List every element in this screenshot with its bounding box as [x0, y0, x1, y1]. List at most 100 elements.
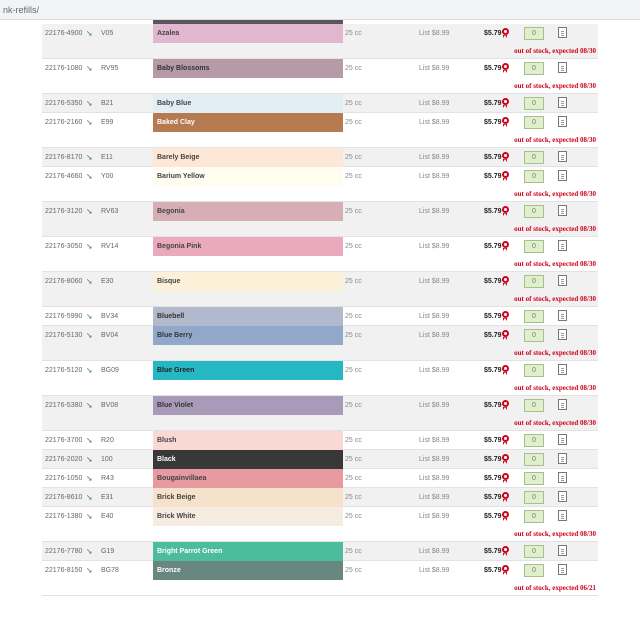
color-swatch-name: Blush: [153, 431, 343, 450]
details-document-icon[interactable]: [558, 151, 567, 162]
quantity-input[interactable]: 0: [524, 205, 544, 218]
add-to-list-icon[interactable]: ➘: [86, 118, 93, 127]
add-to-list-icon[interactable]: ➘: [86, 547, 93, 556]
add-to-list-icon[interactable]: ➘: [86, 512, 93, 521]
details-document-icon[interactable]: [558, 275, 567, 286]
quantity-input[interactable]: 0: [524, 62, 544, 75]
add-to-list-icon[interactable]: ➘: [86, 493, 93, 502]
quantity-input[interactable]: 0: [524, 170, 544, 183]
size-text: 25 cc: [345, 332, 362, 339]
quantity-input[interactable]: 0: [524, 97, 544, 110]
quantity-input[interactable]: 0: [524, 275, 544, 288]
details-document-icon[interactable]: [558, 453, 567, 464]
color-swatch-name: Blue Violet: [153, 396, 343, 415]
size-text: 25 cc: [345, 278, 362, 285]
size-text: 25 cc: [345, 100, 362, 107]
color-swatch-name: Barely Beige: [153, 148, 343, 167]
details-document-icon[interactable]: [558, 97, 567, 108]
sku-text: 22176-5350: [45, 100, 83, 107]
product-row: 22176-1050 ➘ R43 Bougainvillaea 25 cc List $8…: [42, 469, 598, 488]
size-text: 25 cc: [345, 475, 362, 482]
add-to-list-icon[interactable]: ➘: [86, 312, 93, 321]
add-to-list-icon[interactable]: ➘: [86, 64, 93, 73]
list-price-text: List $8.99: [419, 548, 450, 555]
details-document-icon[interactable]: [558, 399, 567, 410]
add-to-list-icon[interactable]: ➘: [86, 99, 93, 108]
details-document-icon[interactable]: [558, 240, 567, 251]
sale-price-text: $5.79: [484, 100, 502, 107]
details-document-icon[interactable]: [558, 472, 567, 483]
details-document-icon[interactable]: [558, 62, 567, 73]
add-to-list-icon[interactable]: ➘: [86, 242, 93, 251]
quantity-input[interactable]: 0: [524, 545, 544, 558]
add-to-list-icon[interactable]: ➘: [86, 153, 93, 162]
details-document-icon[interactable]: [558, 491, 567, 502]
quantity-input[interactable]: 0: [524, 151, 544, 164]
out-of-stock-notice: out of stock, expected 08/30: [514, 295, 596, 303]
details-document-icon[interactable]: [558, 364, 567, 375]
sku-text: 22176-5130: [45, 332, 83, 339]
details-document-icon[interactable]: [558, 310, 567, 321]
color-swatch-name: Baby Blue: [153, 94, 343, 113]
quantity-input[interactable]: 0: [524, 453, 544, 466]
color-code: RV63: [101, 208, 119, 215]
size-text: 25 cc: [345, 173, 362, 180]
quantity-input[interactable]: 0: [524, 240, 544, 253]
color-swatch-name: Bluebell: [153, 307, 343, 326]
add-to-list-icon[interactable]: ➘: [86, 401, 93, 410]
add-to-list-icon[interactable]: ➘: [86, 277, 93, 286]
color-code: V05: [101, 30, 114, 37]
quantity-input[interactable]: 0: [524, 510, 544, 523]
quantity-input[interactable]: 0: [524, 116, 544, 129]
add-to-list-icon[interactable]: ➘: [86, 455, 93, 464]
quantity-input[interactable]: 0: [524, 399, 544, 412]
color-swatch-name: Bougainvillaea: [153, 469, 343, 488]
quantity-input[interactable]: 0: [524, 364, 544, 377]
add-to-list-icon[interactable]: ➘: [86, 366, 93, 375]
quantity-input[interactable]: 0: [524, 491, 544, 504]
quantity-input[interactable]: 0: [524, 564, 544, 577]
add-to-list-icon[interactable]: ➘: [86, 331, 93, 340]
product-row: 22176-2020 ➘ 100 Black 25 cc List $8.99 $5.79 0: [42, 450, 598, 469]
add-to-list-icon[interactable]: ➘: [86, 436, 93, 445]
list-price-text: List $8.99: [419, 567, 450, 574]
details-document-icon[interactable]: [558, 564, 567, 575]
sale-ribbon-icon: [502, 546, 512, 557]
quantity-input[interactable]: 0: [524, 310, 544, 323]
quantity-input[interactable]: 0: [524, 472, 544, 485]
color-code: BG78: [101, 567, 119, 574]
sku-text: 22176-8060: [45, 278, 83, 285]
add-to-list-icon[interactable]: ➘: [86, 207, 93, 216]
sale-price-text: $5.79: [484, 513, 502, 520]
quantity-input[interactable]: 0: [524, 27, 544, 40]
sale-price-text: $5.79: [484, 437, 502, 444]
details-document-icon[interactable]: [558, 434, 567, 445]
color-code: E99: [101, 119, 114, 126]
color-swatch-name: Baked Clay: [153, 113, 343, 132]
product-row: 22176-3120 ➘ RV63 Begonia 25 cc List $8.99 $5.…: [42, 202, 598, 237]
sku-text: 22176-3050: [45, 243, 83, 250]
details-document-icon[interactable]: [558, 170, 567, 181]
out-of-stock-notice: out of stock, expected 06/21: [514, 584, 596, 592]
details-document-icon[interactable]: [558, 545, 567, 556]
sale-price-text: $5.79: [484, 208, 502, 215]
details-document-icon[interactable]: [558, 205, 567, 216]
product-row: 22176-1080 ➘ RV95 Baby Blossoms 25 cc List $8…: [42, 59, 598, 94]
details-document-icon[interactable]: [558, 27, 567, 38]
add-to-list-icon[interactable]: ➘: [86, 29, 93, 38]
top-partial-swatch: [153, 20, 343, 25]
color-code: E30: [101, 278, 114, 285]
quantity-input[interactable]: 0: [524, 329, 544, 342]
add-to-list-icon[interactable]: ➘: [86, 566, 93, 575]
add-to-list-icon[interactable]: ➘: [86, 474, 93, 483]
address-bar[interactable]: nk-refills/: [0, 0, 640, 20]
add-to-list-icon[interactable]: ➘: [86, 172, 93, 181]
details-document-icon[interactable]: [558, 510, 567, 521]
details-document-icon[interactable]: [558, 329, 567, 340]
sku-text: 22176-3120: [45, 208, 83, 215]
color-swatch-name: Azalea: [153, 24, 343, 43]
color-swatch-name: Baby Blossoms: [153, 59, 343, 78]
color-code: RV95: [101, 65, 119, 72]
quantity-input[interactable]: 0: [524, 434, 544, 447]
details-document-icon[interactable]: [558, 116, 567, 127]
